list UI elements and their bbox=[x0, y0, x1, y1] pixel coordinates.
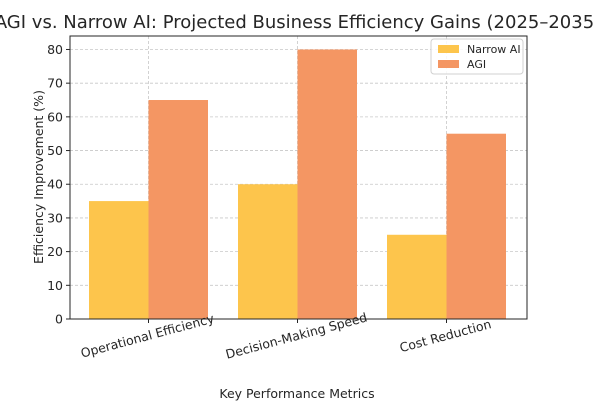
y-tick-label: 20 bbox=[47, 244, 63, 259]
legend-swatch bbox=[438, 60, 459, 68]
bar-narrow-ai-0 bbox=[89, 201, 149, 319]
legend-swatch bbox=[438, 45, 459, 53]
y-tick-label: 0 bbox=[55, 312, 63, 327]
bars bbox=[89, 49, 506, 319]
y-tick-label: 10 bbox=[47, 278, 63, 293]
x-axis-label: Key Performance Metrics bbox=[219, 386, 374, 401]
y-tick-label: 70 bbox=[47, 76, 63, 91]
bar-agi-0 bbox=[148, 100, 208, 319]
chart-title: AGI vs. Narrow AI: Projected Business Ef… bbox=[0, 12, 593, 33]
y-axis-ticks: 0 10 20 30 40 50 60 70 80 bbox=[47, 42, 70, 327]
y-tick-label: 60 bbox=[47, 109, 63, 124]
legend-label: Narrow AI bbox=[467, 43, 521, 56]
y-tick-label: 30 bbox=[47, 210, 63, 225]
plot-frame bbox=[69, 35, 528, 320]
bar-agi-1 bbox=[297, 49, 357, 319]
y-tick-label: 80 bbox=[47, 42, 63, 57]
bar-narrow-ai-1 bbox=[238, 184, 298, 319]
bar-narrow-ai-2 bbox=[387, 234, 447, 319]
y-tick-label: 50 bbox=[47, 143, 63, 158]
y-tick-label: 40 bbox=[47, 177, 63, 192]
y-axis-label: Efficiency Improvement (%) bbox=[31, 90, 46, 264]
x-tick-label: Cost Reduction bbox=[398, 316, 493, 355]
legend: Narrow AI AGI bbox=[430, 38, 524, 75]
bar-agi-2 bbox=[446, 133, 506, 319]
axes bbox=[69, 35, 528, 320]
legend-label: AGI bbox=[467, 58, 486, 71]
